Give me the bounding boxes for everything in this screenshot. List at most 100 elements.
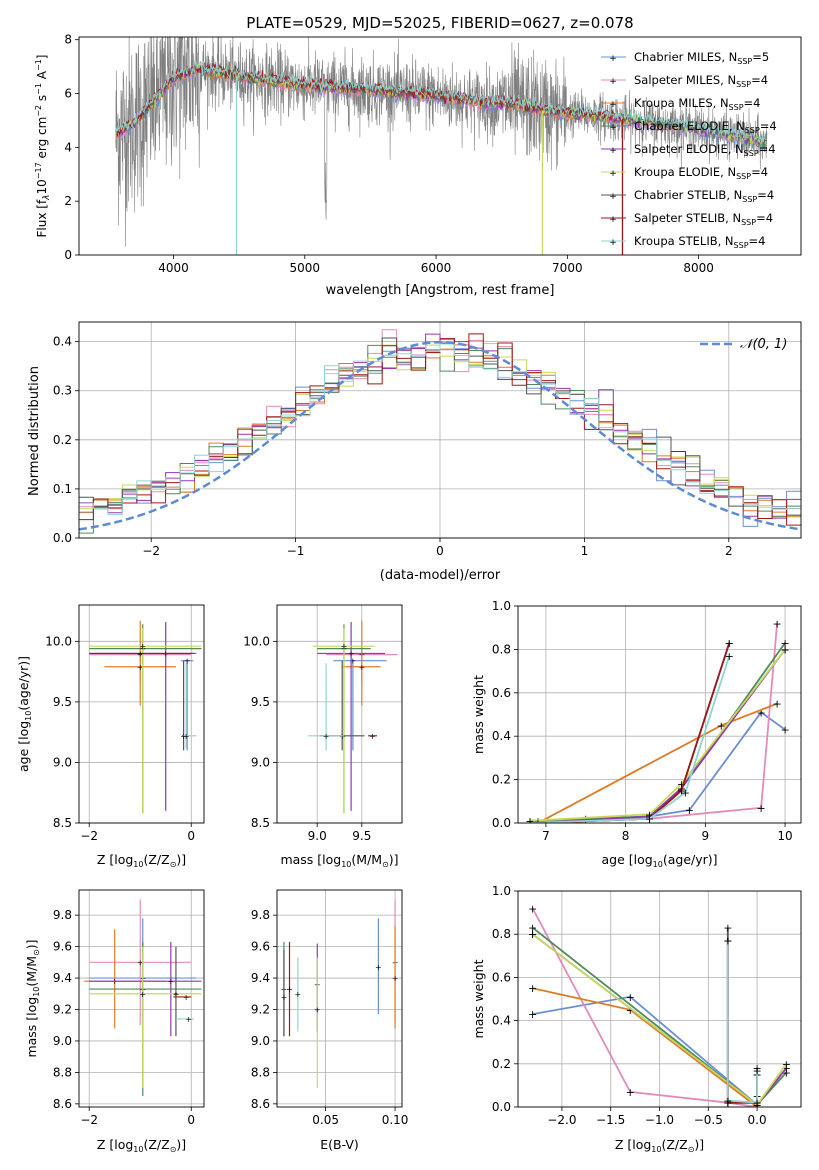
- y-tick-label: 1.0: [492, 599, 511, 613]
- y-tick-label: 0.0: [53, 531, 72, 545]
- x-tick-label: −1.0: [645, 1113, 674, 1127]
- x-axis-label: wavelength [Angstrom, rest frame]: [326, 283, 555, 298]
- x-tick-label: 9: [702, 829, 710, 843]
- y-tick-label: 9.5: [53, 695, 72, 709]
- axes-frame: [517, 605, 802, 824]
- data-point-marker: +: [184, 657, 191, 666]
- data-point-marker: +: [341, 642, 348, 651]
- weight-point-marker: +: [782, 1058, 791, 1071]
- legend-marker-0: +: [609, 54, 617, 64]
- y-tick-label: 8.8: [53, 1065, 72, 1079]
- legend-marker-4: +: [609, 146, 617, 156]
- model-line-6: [115, 62, 767, 145]
- y-axis-label: age [log10(age/yr)]: [16, 656, 33, 772]
- x-axis-label: age [log10(age/yr)]: [601, 852, 717, 869]
- mass-vs-EBV-axes: +++++++++ 0.05 0.10 8.6 8.8 9.0 9.2 9.4 9.6 9.8 E(…: [251, 889, 408, 1152]
- x-axis-label: Z [log10(Z/Z⊙)]: [97, 1137, 186, 1154]
- y-tick-label: 9.5: [251, 695, 270, 709]
- y-tick-label: 0.4: [492, 729, 511, 743]
- x-tick-label: 0.05: [312, 1113, 339, 1127]
- x-tick-label: 9.0: [308, 829, 327, 843]
- weight-line-2: [537, 702, 778, 823]
- y-tick-label: 9.0: [251, 755, 270, 769]
- weight-point-marker: +: [626, 1004, 635, 1017]
- legend-entry-0: Chabrier MILES, NSSP=5: [634, 50, 769, 66]
- weight-point-marker: +: [645, 810, 654, 823]
- x-tick-label: 10: [777, 829, 792, 843]
- weight-point-marker: +: [752, 1064, 761, 1077]
- y-tick-label: 8.5: [53, 816, 72, 830]
- data-point-marker: +: [167, 977, 174, 986]
- x-axis-label: E(B-V): [320, 1137, 359, 1152]
- y-tick-label: 8: [64, 33, 72, 47]
- data-point-marker: +: [137, 663, 144, 672]
- x-tick-label: 8: [622, 829, 630, 843]
- x-axis-label: Z [log10(Z/Z⊙)]: [615, 1137, 704, 1154]
- x-tick-label: 9.5: [352, 829, 371, 843]
- data-point-marker: +: [137, 649, 144, 658]
- y-tick-label: 8.8: [251, 1065, 270, 1079]
- model-line-7: [115, 62, 623, 137]
- y-tick-label: 6: [64, 87, 72, 101]
- data-point-marker: +: [350, 657, 357, 666]
- weight-point-marker: +: [525, 817, 534, 830]
- data-point-marker: +: [314, 1006, 321, 1015]
- spectrum-axes: 4000 5000 6000 7000 8000 0 2 4 6 8 wavelength [Ang…: [34, 33, 802, 298]
- y-tick-label: 9.8: [53, 908, 72, 922]
- plot-area: +++++++++: [89, 620, 202, 814]
- legend-entry-7: Salpeter STELIB, NSSP=4: [634, 211, 773, 227]
- legend-marker-8: +: [609, 238, 617, 248]
- axes-frame: [78, 889, 205, 1108]
- y-tick-label: 0.2: [492, 1057, 511, 1071]
- legend-entry-3: Chabrier ELODIE, NSSP=4: [634, 119, 777, 135]
- x-tick-label: 0: [187, 1113, 195, 1127]
- weight-point-marker: +: [626, 1086, 635, 1099]
- x-tick-label: −0.5: [694, 1113, 723, 1127]
- data-point-marker: +: [185, 1015, 192, 1024]
- weight-point-marker: +: [525, 815, 534, 828]
- y-tick-label: 0.6: [492, 970, 511, 984]
- data-point-marker: +: [286, 985, 293, 994]
- plot-area: [79, 329, 801, 534]
- weight-line-0: [532, 995, 758, 1107]
- plot-area: + + +++++ +++++++ ++++++++++++ ++++ ++++ +++: [525, 617, 790, 830]
- weight-vs-Z-axes: +++++++ ++++++++++++++++ ++++ ++++ ++ −2.0 −1.…: [471, 884, 802, 1154]
- x-tick-label: 6000: [421, 261, 452, 275]
- data-point-marker: +: [139, 642, 146, 651]
- weight-point-marker: +: [525, 815, 534, 828]
- weight-point-marker: +: [681, 787, 690, 800]
- plot-area: +++++++++: [84, 899, 202, 1096]
- weight-point-marker: +: [677, 778, 686, 791]
- weight-line-5: [529, 648, 786, 822]
- y-axis-label: Normed distribution: [27, 366, 42, 496]
- data-point-marker: +: [392, 974, 399, 983]
- y-tick-label: 9.2: [53, 1003, 72, 1017]
- legend-marker-5: +: [609, 169, 617, 179]
- weight-point-marker: +: [752, 1062, 761, 1075]
- plot-area: +++++++++: [308, 620, 398, 814]
- y-tick-label: 0.0: [492, 816, 511, 830]
- legend-entry-8: Kroupa STELIB, NSSP=4: [634, 234, 765, 250]
- data-point-marker: +: [139, 990, 146, 999]
- weight-point-marker: +: [677, 784, 686, 797]
- y-axis-label: mass [log10(M/M⊙)]: [24, 939, 41, 1057]
- plot-area: [115, 37, 768, 255]
- data-point-marker: +: [137, 958, 144, 967]
- data-point-marker: +: [323, 732, 330, 741]
- y-axis-label: Flux [fλ10−17 erg cm−2 s−1 A−1]: [34, 55, 52, 238]
- legend-entry-5: Kroupa ELODIE, NSSP=4: [634, 165, 768, 181]
- y-tick-label: 0.8: [492, 927, 511, 941]
- legend-marker-7: +: [609, 215, 617, 225]
- weight-point-marker: +: [528, 902, 537, 915]
- y-tick-label: 0.6: [492, 686, 511, 700]
- legend-entry-2: Kroupa MILES, NSSP=4: [634, 96, 760, 112]
- weight-line-1: [537, 623, 778, 823]
- axes-frame: [78, 321, 802, 539]
- legend-normal-label: 𝒩(0, 1): [740, 337, 787, 352]
- x-tick-label: 2: [725, 544, 733, 558]
- weight-point-marker: +: [723, 922, 732, 935]
- weight-point-marker: +: [723, 1097, 732, 1110]
- axes-frame: [517, 890, 802, 1108]
- weight-point-marker: +: [528, 928, 537, 941]
